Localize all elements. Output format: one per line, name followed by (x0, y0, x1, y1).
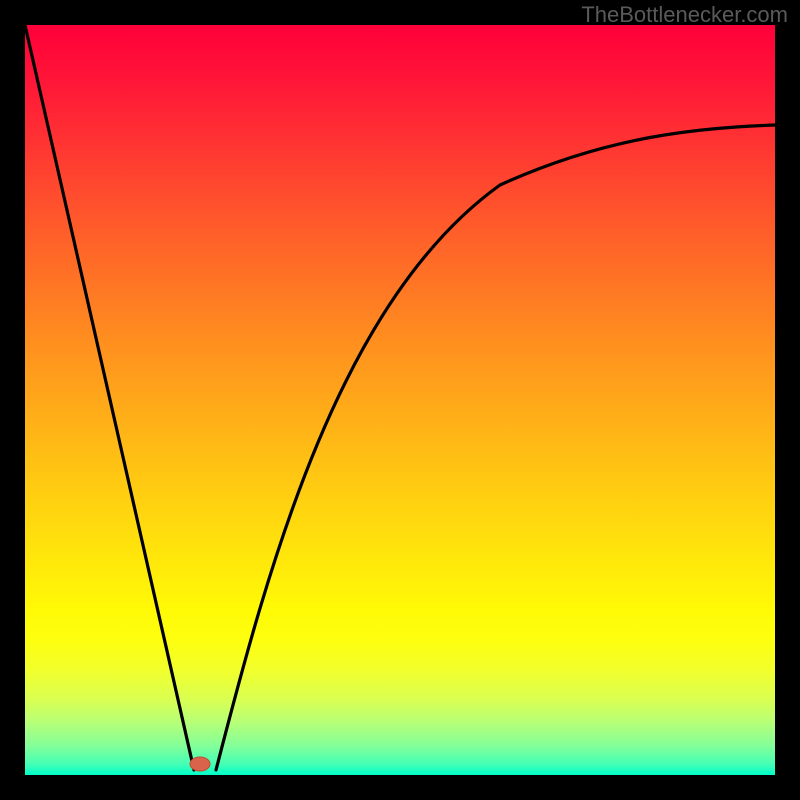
optimum-marker (190, 757, 210, 771)
watermark-text: TheBottlenecker.com (581, 2, 788, 28)
curve-path (25, 25, 775, 770)
bottleneck-curve (0, 0, 800, 800)
plot-area (25, 25, 775, 775)
chart-frame: TheBottlenecker.com (0, 0, 800, 800)
